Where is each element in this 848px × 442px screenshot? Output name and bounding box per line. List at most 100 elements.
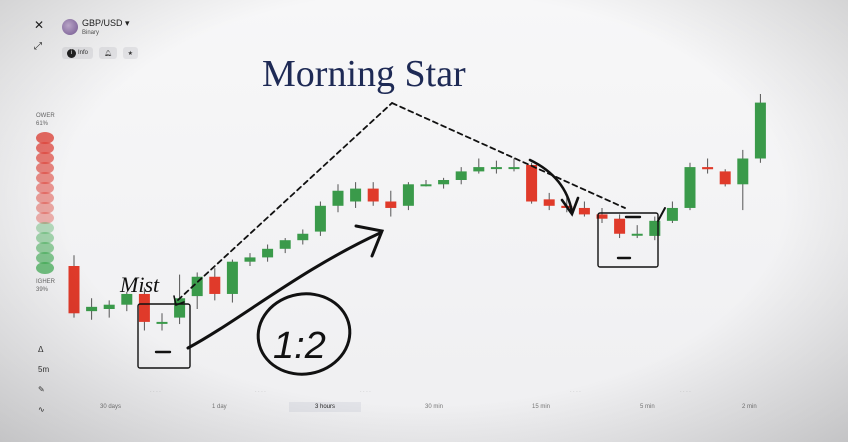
- power-bubble: [36, 132, 54, 144]
- power-bubble: [36, 152, 54, 164]
- annotation-layer: [137, 102, 666, 376]
- bell-button[interactable]: 🔔︎: [99, 47, 117, 59]
- candle-down: [138, 293, 150, 322]
- candle-up: [737, 158, 749, 185]
- info-icon: i: [67, 48, 76, 58]
- candle-up: [684, 167, 696, 208]
- pattern-title: Morning Star: [262, 53, 466, 95]
- candle-up: [156, 321, 168, 324]
- timeframe-option[interactable]: 2 min: [742, 404, 757, 410]
- candle-up: [473, 167, 485, 172]
- favorite-button[interactable]: ★: [122, 47, 139, 59]
- bell-icon: 🔔︎: [104, 50, 112, 57]
- curve-arrow-head: [354, 224, 385, 258]
- candle-up: [754, 102, 766, 159]
- power-indicator-bar: [36, 132, 54, 274]
- power-bubble: [36, 142, 54, 154]
- candle-up: [490, 167, 502, 170]
- x-tick: · · · ·: [680, 389, 691, 395]
- candle-down: [578, 207, 590, 215]
- info-label: Info: [78, 50, 89, 56]
- timeframe-button[interactable]: 5m: [38, 365, 50, 374]
- expand-icon[interactable]: ⤢: [34, 41, 42, 52]
- candle-up: [649, 220, 661, 236]
- indicators-icon[interactable]: ⵠ: [38, 345, 44, 354]
- candle-down: [719, 171, 731, 185]
- candle-up: [262, 248, 274, 258]
- dashed-line-right: [391, 102, 626, 209]
- candle-down: [367, 188, 379, 202]
- candle-down: [526, 164, 538, 202]
- candle-up: [86, 306, 98, 312]
- timeframe-option[interactable]: 30 days: [100, 404, 122, 410]
- candle-up: [666, 207, 678, 221]
- timeframe-option[interactable]: 1 day: [212, 404, 227, 410]
- candle-up: [350, 188, 362, 202]
- pen-icon[interactable]: ✎: [38, 385, 45, 394]
- candle-down: [702, 167, 714, 170]
- info-button[interactable]: i Info: [62, 47, 94, 59]
- power-bubble: [36, 212, 54, 224]
- gbp-usd-flag-icon: [62, 19, 78, 35]
- candle-up: [332, 190, 344, 206]
- close-icon[interactable]: ✕: [34, 18, 45, 32]
- candle-down: [209, 276, 221, 294]
- power-bubble: [36, 202, 54, 214]
- asset-type: Binary: [82, 30, 100, 36]
- ratio-text: 1:2: [273, 325, 326, 367]
- candle-down: [68, 266, 80, 314]
- candle-up: [121, 293, 133, 305]
- candle-up: [279, 240, 291, 249]
- wave-icon[interactable]: ∿: [38, 405, 45, 414]
- power-upper-label: OWER: [36, 113, 55, 119]
- candle-up: [508, 167, 520, 170]
- candle-up: [244, 257, 256, 262]
- candle-up: [420, 184, 432, 187]
- right-curve-arrow: [528, 158, 574, 214]
- x-tick: · · · ·: [255, 389, 266, 395]
- power-bubble: [36, 252, 54, 264]
- candle-up: [103, 304, 115, 309]
- power-bubble: [36, 162, 54, 174]
- left-morning-star-box: [137, 303, 191, 369]
- timeframe-bar: 30 days 1 day 3 hours 30 min 15 min 5 min 2 mi…: [70, 400, 780, 420]
- power-bubble: [36, 222, 54, 234]
- candle-down: [385, 201, 397, 208]
- asset-buttons: i Info 🔔︎ ★: [62, 47, 139, 59]
- candle-up: [438, 180, 450, 185]
- curve-arrow: [186, 231, 382, 350]
- x-tick: · · · ·: [150, 389, 161, 395]
- power-lower-value: 39%: [36, 287, 49, 293]
- star-icon: ★: [127, 50, 134, 57]
- candle-up: [402, 184, 414, 206]
- power-upper-value: 61%: [36, 121, 49, 127]
- power-bubble: [36, 182, 54, 194]
- timeframe-option[interactable]: 5 min: [640, 404, 655, 410]
- power-bubble: [36, 242, 54, 254]
- timeframe-option[interactable]: 30 min: [425, 404, 444, 410]
- candle-down: [596, 214, 608, 219]
- asset-name: GBP/USD ▾: [82, 18, 130, 28]
- candle-up: [631, 233, 643, 236]
- right-curve-arrow-head: [560, 196, 580, 217]
- power-lower-label: IGHER: [36, 279, 56, 285]
- power-bubble: [36, 262, 54, 274]
- candle-up: [226, 261, 238, 294]
- dashed-line-left: [177, 102, 393, 301]
- candle-up: [455, 171, 467, 180]
- x-tick: · · · ·: [360, 389, 371, 395]
- dash-arrow-head: [173, 295, 185, 307]
- handwritten-note: Mist: [119, 272, 160, 297]
- timeframe-option[interactable]: 15 min: [532, 404, 551, 410]
- right-morning-star-box: [597, 212, 659, 268]
- candle-up: [297, 233, 309, 241]
- candle-up: [314, 205, 326, 232]
- box-connector: [657, 207, 666, 222]
- candle-down: [614, 218, 626, 234]
- power-bubble: [36, 192, 54, 204]
- timeframe-option[interactable]: 3 hours: [289, 402, 362, 412]
- candle-up: [191, 276, 203, 297]
- x-tick: · · · ·: [570, 389, 581, 395]
- ratio-circle: [256, 292, 352, 376]
